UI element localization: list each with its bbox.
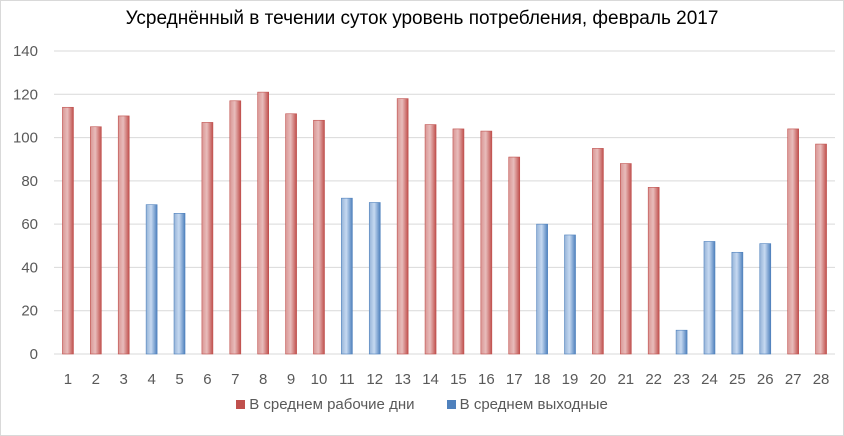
x-tick-label: 15 (450, 371, 467, 388)
x-tick-label: 7 (231, 371, 239, 388)
legend-swatch-workdays (236, 399, 246, 409)
bar-weekends-19[interactable] (564, 234, 576, 355)
x-tick-label: 8 (259, 371, 267, 388)
y-tick-label: 100 (13, 130, 38, 147)
y-tick-label: 120 (13, 86, 38, 103)
bar-workdays-9[interactable] (285, 113, 297, 355)
bar-workdays-13[interactable] (396, 98, 409, 355)
x-tick-label: 28 (813, 371, 830, 388)
bar-workdays-8[interactable] (257, 91, 269, 355)
bar-workdays-6[interactable] (201, 122, 214, 355)
x-tick-label: 9 (287, 371, 295, 388)
x-tick-label: 22 (645, 371, 662, 388)
x-tick-label: 4 (147, 371, 155, 388)
x-tick-label: 20 (590, 371, 607, 388)
x-tick-label: 16 (478, 371, 495, 388)
x-tick-label: 26 (757, 371, 774, 388)
x-tick-label: 19 (562, 371, 579, 388)
x-tick-label: 21 (617, 371, 634, 388)
legend-item-weekends[interactable]: В среднем выходные (446, 396, 608, 413)
legend-label-weekends: В среднем выходные (459, 396, 608, 413)
bar-workdays-1[interactable] (62, 106, 74, 355)
bar-weekends-26[interactable] (759, 243, 772, 355)
bar-workdays-2[interactable] (90, 126, 102, 355)
bar-workdays-20[interactable] (592, 148, 604, 355)
y-tick-label: 40 (21, 259, 38, 276)
bar-workdays-21[interactable] (620, 163, 632, 355)
chart-legend: В среднем рабочие дни В среднем выходные (0, 396, 844, 413)
x-tick-label: 2 (92, 371, 100, 388)
bar-weekends-25[interactable] (731, 251, 744, 355)
bar-workdays-16[interactable] (480, 130, 493, 355)
x-tick-label: 11 (339, 371, 355, 388)
x-tick-label: 13 (394, 371, 411, 388)
bar-weekends-11[interactable] (341, 197, 353, 355)
x-tick-label: 18 (534, 371, 551, 388)
x-tick-label: 25 (729, 371, 746, 388)
bar-weekends-23[interactable] (675, 329, 688, 355)
bar-weekends-4[interactable] (145, 204, 158, 355)
chart-title: Усреднённый в течении суток уровень потр… (125, 8, 719, 29)
y-tick-label: 80 (21, 173, 38, 190)
x-tick-label: 24 (701, 371, 718, 388)
bar-workdays-27[interactable] (787, 128, 799, 355)
bar-workdays-17[interactable] (508, 156, 521, 355)
bar-weekends-18[interactable] (536, 223, 548, 355)
bar-workdays-10[interactable] (313, 119, 325, 355)
bar-workdays-3[interactable] (117, 115, 130, 355)
y-tick-label: 0 (30, 346, 38, 363)
bar-workdays-14[interactable] (424, 124, 437, 355)
legend-label-workdays: В среднем рабочие дни (249, 396, 415, 413)
bar-workdays-15[interactable] (452, 128, 465, 355)
x-tick-label: 17 (506, 371, 523, 388)
y-tick-label: 20 (21, 303, 38, 320)
x-tick-label: 10 (311, 371, 328, 388)
x-tick-label: 23 (673, 371, 690, 388)
bar-workdays-28[interactable] (815, 143, 827, 355)
bar-weekends-24[interactable] (703, 241, 716, 355)
x-tick-label: 12 (366, 371, 383, 388)
x-tick-label: 3 (120, 371, 128, 388)
x-tick-label: 6 (203, 371, 211, 388)
x-tick-label: 1 (64, 371, 72, 388)
x-tick-label: 14 (422, 371, 439, 388)
x-tick-label: 5 (175, 371, 183, 388)
legend-swatch-weekends (446, 399, 456, 409)
bar-weekends-5[interactable] (173, 213, 186, 355)
bar-weekends-12[interactable] (368, 202, 381, 355)
legend-item-workdays[interactable]: В среднем рабочие дни (236, 396, 414, 413)
x-tick-label: 27 (785, 371, 802, 388)
bar-workdays-7[interactable] (229, 100, 242, 355)
y-tick-label: 60 (21, 216, 38, 233)
y-tick-label: 140 (13, 43, 38, 60)
bar-workdays-22[interactable] (647, 187, 660, 355)
